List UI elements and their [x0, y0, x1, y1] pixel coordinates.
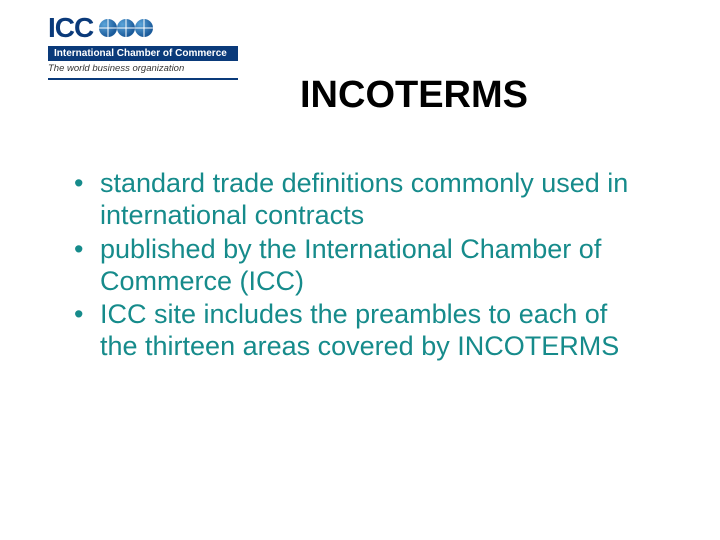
list-item: standard trade definitions commonly used…	[70, 168, 650, 232]
logo-abbr: ICC	[48, 12, 93, 44]
list-item: ICC site includes the preambles to each …	[70, 299, 650, 363]
globe-icon	[99, 19, 117, 37]
logo-tagline: The world business organization	[48, 63, 238, 74]
slide-title: INCOTERMS	[300, 74, 528, 117]
globe-icon	[135, 19, 153, 37]
globe-icon	[117, 19, 135, 37]
logo-bar-label: International Chamber of Commerce	[48, 46, 238, 61]
logo-top-row: ICC	[48, 12, 238, 44]
list-item: published by the International Chamber o…	[70, 234, 650, 298]
logo-underline	[48, 78, 238, 80]
bullet-list: standard trade definitions commonly used…	[70, 168, 650, 365]
logo-globes	[99, 19, 153, 37]
icc-logo: ICC International Chamber of Commerce Th…	[48, 12, 238, 80]
